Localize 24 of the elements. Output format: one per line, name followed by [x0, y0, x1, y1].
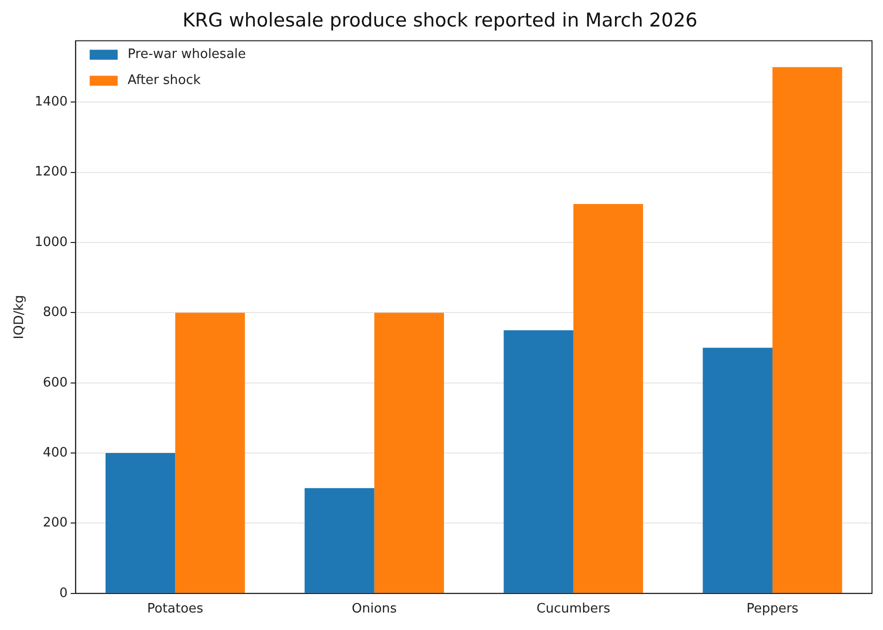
bar	[304, 488, 374, 593]
bar	[772, 67, 842, 593]
bar	[374, 312, 444, 593]
y-tick-label: 1000	[34, 234, 68, 250]
y-tick-label: 600	[42, 375, 68, 390]
y-tick-label: 0	[59, 586, 68, 601]
x-tick-label: Peppers	[746, 602, 799, 617]
x-tick-label: Cucumbers	[536, 602, 610, 617]
bar	[573, 204, 644, 593]
bar	[175, 312, 245, 593]
x-tick-label: Onions	[352, 602, 398, 617]
bar	[702, 348, 772, 593]
legend-label: Pre-war wholesale	[128, 47, 246, 62]
y-axis-title: IQD/kg	[12, 294, 28, 340]
x-tick-label: Potatoes	[147, 602, 204, 617]
bar	[106, 453, 176, 593]
y-tick-label: 800	[42, 305, 68, 320]
chart-title: KRG wholesale produce shock reported in March 2026	[182, 9, 698, 32]
y-tick-label: 1400	[34, 94, 68, 110]
y-tick-label: 1200	[34, 164, 68, 180]
y-tick-label: 200	[42, 516, 68, 531]
y-tick-label: 400	[42, 445, 68, 460]
bar	[504, 330, 574, 593]
legend-label: After shock	[128, 73, 202, 88]
